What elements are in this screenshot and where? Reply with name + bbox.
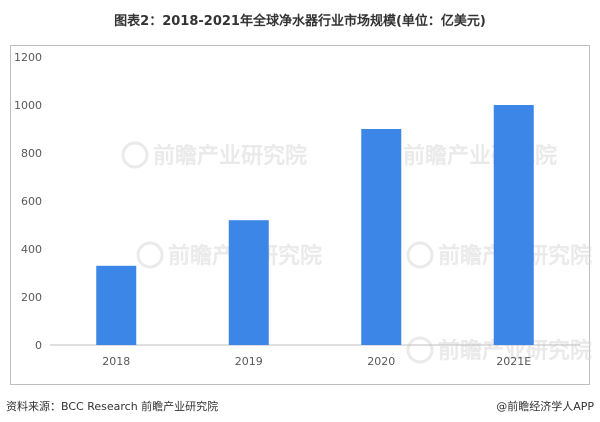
y-tick-label: 0: [35, 339, 42, 352]
bars: [96, 105, 534, 345]
bar-2018: [96, 265, 137, 345]
x-tick-label: 2019: [235, 355, 263, 368]
chart-frame: [10, 45, 590, 385]
bar-2020: [361, 129, 402, 345]
watermark-text: 前瞻产业研究院: [153, 143, 307, 169]
y-tick-label: 800: [21, 147, 42, 160]
chart-title: 图表2：2018-2021年全球净水器行业市场规模(单位：亿美元): [114, 14, 486, 29]
y-tick-label: 200: [21, 291, 42, 304]
watermark-logo-icon: [406, 336, 434, 364]
x-tick-label: 2020: [367, 355, 395, 368]
x-tick-label: 2021E: [496, 355, 531, 368]
y-tick-label: 1200: [14, 51, 42, 64]
watermark-logo-icon: [406, 241, 434, 269]
source-note: 资料来源：BCC Research 前瞻产业研究院: [6, 400, 219, 413]
y-tick-label: 600: [21, 195, 42, 208]
bar-2019: [228, 220, 269, 345]
y-tick-label: 400: [21, 243, 42, 256]
y-tick-label: 1000: [14, 99, 42, 112]
x-axis: 2018 2019 2020 2021E: [50, 344, 580, 368]
bar-2021E: [493, 105, 534, 345]
watermark-logo-icon: [121, 141, 149, 169]
x-tick-label: 2018: [102, 355, 130, 368]
watermark-text: 前瞻产业研究院: [403, 143, 557, 169]
watermark-logo-icon: [136, 241, 164, 269]
y-axis: 0 200 400 600 800 1000 1200: [14, 51, 42, 352]
credit-note: @前瞻经济学人APP: [496, 400, 594, 413]
